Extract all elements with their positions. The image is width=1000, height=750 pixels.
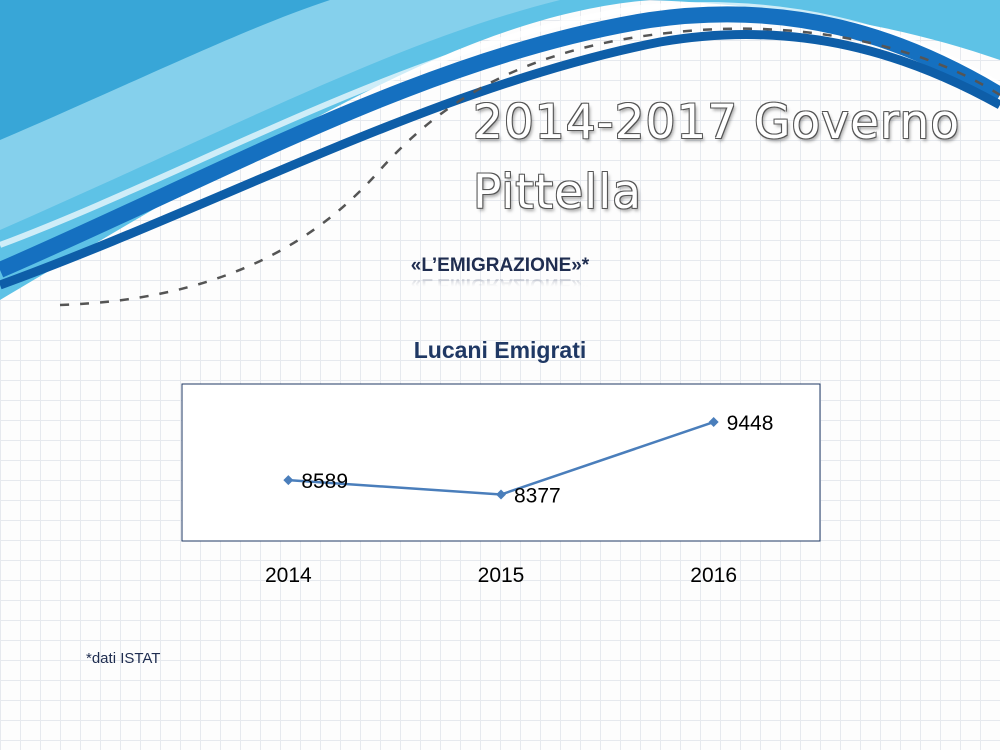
plot-area <box>181 383 821 542</box>
x-tick-label: 2014 <box>265 564 312 587</box>
data-label: 8377 <box>514 484 561 507</box>
data-point <box>708 417 719 428</box>
data-label: 8589 <box>301 470 348 493</box>
slide-title: 2014-2017 Governo Pittella <box>473 95 961 220</box>
x-tick-label: 2015 <box>478 564 525 587</box>
footnote: *dati ISTAT <box>86 650 161 667</box>
x-tick-label: 2016 <box>690 564 737 587</box>
chart-title: Lucani Emigrati <box>413 337 587 363</box>
data-label: 9448 <box>727 412 774 435</box>
slide-subtitle: «L’EMIGRAZIONE»* <box>410 255 590 276</box>
data-point <box>283 475 294 486</box>
header-wave-decoration <box>0 0 1000 307</box>
data-point <box>496 489 506 500</box>
